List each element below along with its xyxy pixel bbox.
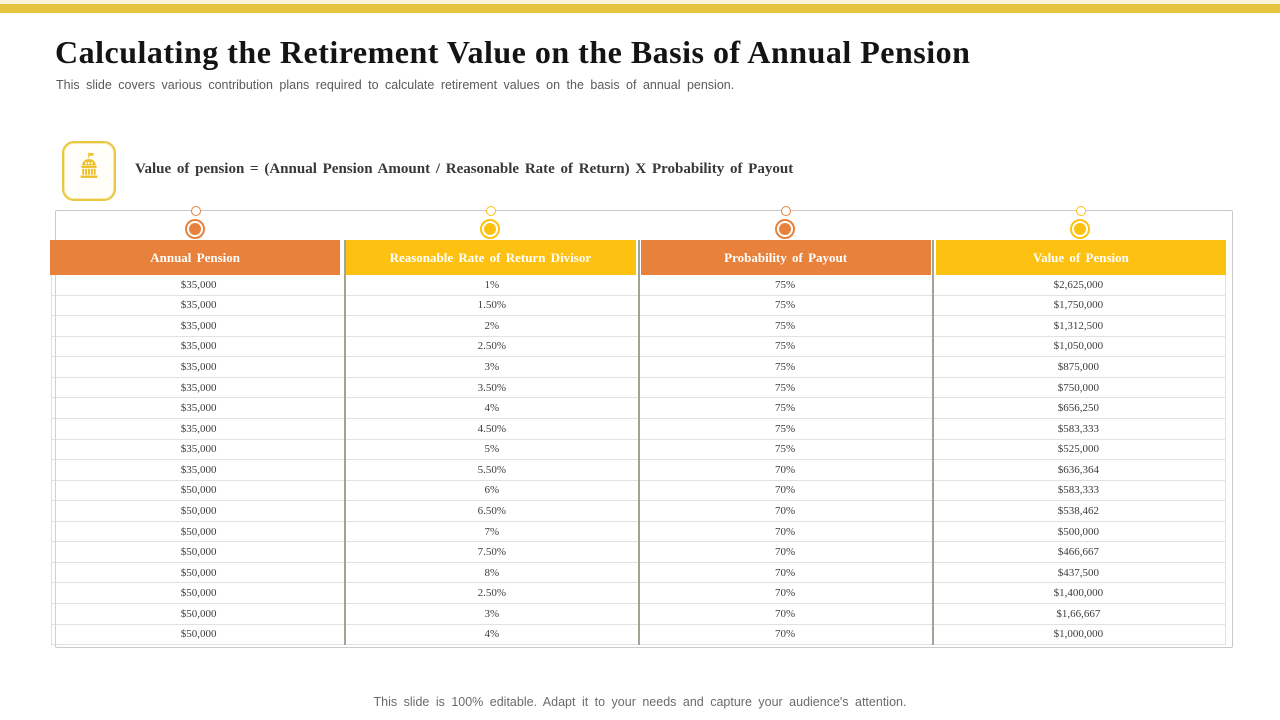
table-cell: $466,667 — [1057, 546, 1099, 559]
table-cell: 3.50% — [477, 381, 507, 394]
table-cell: $50,000 — [180, 607, 217, 620]
table-cell: 70% — [775, 463, 796, 476]
table-cell: 2.50% — [477, 340, 507, 353]
table-cell: 70% — [775, 504, 796, 517]
table-cell: $35,000 — [180, 319, 217, 332]
table-cell: $35,000 — [180, 299, 217, 312]
table-cell: $35,000 — [180, 278, 217, 291]
table-cell: $50,000 — [180, 484, 217, 497]
table-cell: 4% — [484, 402, 500, 415]
column-header-value-of-pension: Value of Pension — [935, 240, 1226, 275]
table-cell: $35,000 — [180, 463, 217, 476]
table-cell: 70% — [775, 587, 796, 600]
table-cell: $35,000 — [180, 422, 217, 435]
table-cell: 75% — [775, 381, 796, 394]
timeline-node-icon — [191, 206, 201, 216]
table-cell: $1,750,000 — [1053, 299, 1104, 312]
table-cell: 4.50% — [477, 422, 507, 435]
bank-icon — [73, 152, 105, 191]
table-cell: 70% — [775, 566, 796, 579]
table-cell: $1,400,000 — [1053, 587, 1104, 600]
table-cell: 4% — [484, 628, 500, 641]
table-cell: $35,000 — [180, 443, 217, 456]
table-cell: 75% — [775, 299, 796, 312]
table-cell: 2% — [484, 319, 500, 332]
column-marker-icon — [480, 219, 500, 239]
slide-subtitle: This slide covers various contribution p… — [56, 78, 735, 92]
table-cell: $50,000 — [180, 546, 217, 559]
table-cell: 5% — [484, 443, 500, 456]
table-cell: $50,000 — [180, 587, 217, 600]
column-header-annual-pension: Annual Pension — [50, 240, 341, 275]
table-cell: $437,500 — [1057, 566, 1099, 579]
column-divider — [344, 240, 346, 645]
table-cell: 6.50% — [477, 504, 507, 517]
top-accent-bar-light — [0, 0, 1280, 4]
table-cell: $525,000 — [1057, 443, 1099, 456]
column-marker-icon — [185, 219, 205, 239]
table-cell: $583,333 — [1057, 484, 1099, 497]
table-cell: 70% — [775, 546, 796, 559]
timeline-node-icon — [486, 206, 496, 216]
table-cell: 75% — [775, 422, 796, 435]
table-cell: $50,000 — [180, 628, 217, 641]
table-cell: $50,000 — [180, 525, 217, 538]
formula-icon-card — [62, 141, 116, 201]
footer-note: This slide is 100% editable. Adapt it to… — [373, 695, 907, 709]
table-cell: 3% — [484, 607, 500, 620]
table-cell: $50,000 — [180, 504, 217, 517]
table-cell: $1,66,667 — [1056, 607, 1101, 620]
table-cell: 75% — [775, 402, 796, 415]
table-cell: 75% — [775, 319, 796, 332]
table-cell: 8% — [484, 566, 500, 579]
column-marker-icon — [1070, 219, 1090, 239]
table-cell: $750,000 — [1057, 381, 1099, 394]
top-accent-bar — [0, 4, 1280, 13]
table-cell: 7% — [484, 525, 500, 538]
table-left-guide-line — [55, 275, 56, 645]
table-cell: $35,000 — [180, 402, 217, 415]
table-header-row: Annual Pension Reasonable Rate of Return… — [50, 240, 1226, 275]
table-cell: 7.50% — [477, 546, 507, 559]
table-cell: 75% — [775, 340, 796, 353]
table-cell: 6% — [484, 484, 500, 497]
table-cell: $1,000,000 — [1053, 628, 1104, 641]
table-cell: $583,333 — [1057, 422, 1099, 435]
table-cell: $35,000 — [180, 361, 217, 374]
table-cell: 1.50% — [477, 299, 507, 312]
table-cell: $1,312,500 — [1053, 319, 1104, 332]
page-title: Calculating the Retirement Value on the … — [55, 34, 971, 70]
column-header-rate-of-return-divisor: Reasonable Rate of Return Divisor — [345, 240, 636, 275]
table-cell: $875,000 — [1057, 361, 1099, 374]
table-cell: 2.50% — [477, 587, 507, 600]
column-divider — [638, 240, 640, 645]
column-header-probability-of-payout: Probability of Payout — [640, 240, 931, 275]
table-cell: $500,000 — [1057, 525, 1099, 538]
table-cell: $1,050,000 — [1053, 340, 1104, 353]
table-cell: $636,364 — [1057, 463, 1099, 476]
table-cell: $50,000 — [180, 566, 217, 579]
table-cell: 75% — [775, 443, 796, 456]
table-frame — [55, 210, 1233, 648]
table-cell: 70% — [775, 628, 796, 641]
table-cell: 70% — [775, 607, 796, 620]
column-marker-icon — [775, 219, 795, 239]
table-cell: 5.50% — [477, 463, 507, 476]
column-divider — [932, 240, 934, 645]
table-cell: $538,462 — [1057, 504, 1099, 517]
table-cell: $35,000 — [180, 340, 217, 353]
table-cell: 3% — [484, 361, 500, 374]
table-cell: 1% — [484, 278, 500, 291]
table-cell: 70% — [775, 484, 796, 497]
table-cell: 70% — [775, 525, 796, 538]
timeline-node-icon — [1076, 206, 1086, 216]
table-cell: 75% — [775, 278, 796, 291]
table-cell: 75% — [775, 361, 796, 374]
timeline-node-icon — [781, 206, 791, 216]
table-cell: $2,625,000 — [1053, 278, 1104, 291]
table-cell: $656,250 — [1057, 402, 1099, 415]
formula-text: Value of pension = (Annual Pension Amoun… — [135, 161, 794, 177]
table-cell: $35,000 — [180, 381, 217, 394]
